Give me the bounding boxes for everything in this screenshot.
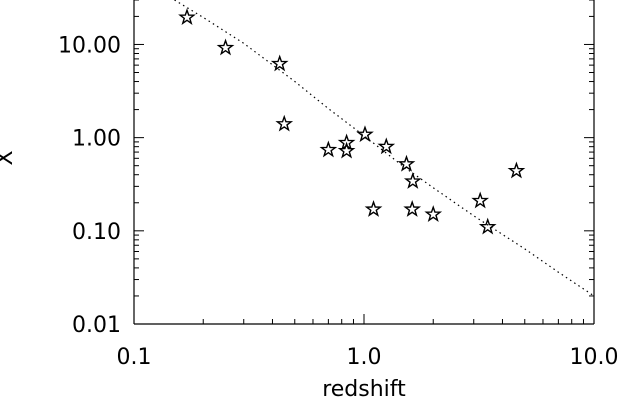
y-tick-label: 0.10	[72, 220, 121, 245]
x-axis: 0.1 1.0 10.0	[117, 314, 619, 370]
data-point-star	[377, 137, 396, 155]
plot-frame	[133, 0, 595, 325]
data-point-star	[403, 171, 422, 189]
data-point-star	[356, 125, 374, 143]
data-point-star	[397, 154, 416, 172]
data-point-star	[216, 38, 235, 56]
data-point-star	[337, 141, 356, 159]
fit-curve	[174, 0, 594, 297]
data-point-star	[270, 54, 289, 72]
data-point-star	[364, 200, 383, 217]
y-axis-label: X	[0, 150, 18, 165]
data-point-star	[507, 161, 526, 179]
x-axis-label: redshift	[322, 377, 406, 401]
x-tick-label: 10.0	[570, 345, 619, 370]
x-tick-label: 0.1	[117, 345, 152, 370]
data-point-star	[403, 200, 422, 217]
y-axis: 0.01 0.10 1.00 10.00	[58, 0, 594, 338]
data-point-star	[275, 114, 294, 132]
x-tick-label: 1.0	[347, 345, 382, 370]
data-point-star	[478, 217, 497, 235]
data-point-star	[424, 205, 443, 222]
data-points	[178, 8, 526, 235]
y-tick-label: 10.00	[58, 33, 121, 58]
data-point-star	[471, 191, 490, 209]
y-tick-label: 1.00	[72, 127, 121, 152]
y-tick-label: 0.01	[72, 313, 121, 338]
data-point-star	[178, 8, 196, 25]
data-point-star	[319, 140, 338, 158]
fit-curve-line	[174, 0, 594, 297]
